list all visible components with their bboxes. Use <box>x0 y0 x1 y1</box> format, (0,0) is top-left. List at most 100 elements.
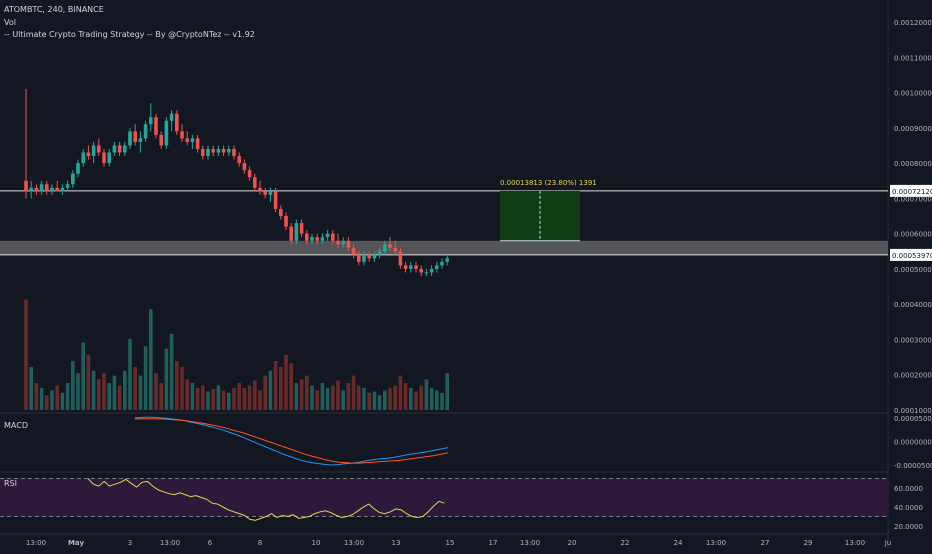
candle-body <box>206 148 210 157</box>
candle-body <box>180 131 184 139</box>
rsi-axis-tick: 20.0000 <box>894 523 923 531</box>
rsi-axis-tick: 40.0000 <box>894 504 923 512</box>
time-axis-tick: 13:00 <box>706 539 726 547</box>
candle-body <box>414 265 418 269</box>
volume-bar <box>247 385 252 410</box>
volume-bar <box>221 390 226 410</box>
candle-body <box>86 152 91 157</box>
volume-bar <box>133 367 137 410</box>
volume-bar <box>45 395 49 410</box>
volume-bar <box>128 338 132 410</box>
candle-body <box>112 145 117 153</box>
candle-body <box>221 148 226 153</box>
volume-bar <box>424 379 429 410</box>
time-axis-tick: 13:00 <box>26 539 46 547</box>
volume-bar <box>216 385 221 410</box>
candle-body <box>195 138 200 149</box>
volume-bar <box>29 367 33 410</box>
candle-body <box>138 138 143 142</box>
candle-body <box>216 148 221 153</box>
candle-body <box>190 138 195 142</box>
volume-bar <box>76 373 80 410</box>
volume-indicator-label: Vol <box>4 18 16 27</box>
time-axis-tick: 3 <box>128 539 132 547</box>
volume-bar <box>377 395 382 410</box>
volume-bar <box>294 382 299 410</box>
volume-bar <box>86 354 91 410</box>
time-axis-tick: 13:00 <box>520 539 540 547</box>
volume-bar <box>315 390 319 410</box>
candle-body <box>237 156 241 164</box>
volume-bar <box>143 346 148 410</box>
volume-bar <box>138 375 143 410</box>
candle-body <box>398 251 403 266</box>
time-axis-tick: 13:00 <box>160 539 180 547</box>
rsi-pane-label: RSI <box>4 479 17 488</box>
volume-bar <box>154 373 158 410</box>
time-axis-tick: 24 <box>674 539 683 547</box>
volume-bar <box>331 385 335 410</box>
volume-bar <box>117 385 122 410</box>
volume-bar <box>175 360 179 410</box>
candle-body <box>320 237 325 241</box>
candle-body <box>325 233 330 238</box>
volume-bar <box>284 354 288 410</box>
volume-bar <box>273 360 278 410</box>
candle-body <box>164 120 169 146</box>
candle-body <box>102 152 106 164</box>
time-axis-tick: 27 <box>761 539 770 547</box>
candle-body <box>117 145 122 153</box>
candle-body <box>336 240 340 245</box>
time-axis-tick: 20 <box>568 539 577 547</box>
candle-body <box>268 191 273 195</box>
candle-body <box>97 145 101 153</box>
candle-body <box>81 152 85 164</box>
time-axis-tick: 13 <box>392 539 401 547</box>
volume-bar <box>237 382 241 410</box>
price-label: 0.00072120 <box>892 188 932 196</box>
candle-body <box>258 187 262 192</box>
volume-bar <box>398 375 403 410</box>
candle-body <box>289 226 293 241</box>
volume-bar <box>65 382 70 410</box>
volume-bar <box>305 375 309 410</box>
volume-bar <box>102 373 106 410</box>
volume-bar <box>393 385 397 410</box>
candle-body <box>34 187 39 192</box>
volume-bar <box>107 382 111 410</box>
candle-body <box>299 223 304 234</box>
candle-body <box>424 272 429 274</box>
volume-bar <box>362 387 366 410</box>
volume-bar <box>206 391 210 410</box>
candle-body <box>383 244 387 252</box>
time-axis-tick: 22 <box>621 539 630 547</box>
volume-bar <box>112 375 117 410</box>
candle-body <box>247 170 252 178</box>
candle-body <box>419 268 423 273</box>
candle-body <box>159 134 163 146</box>
volume-bar <box>429 387 434 410</box>
support-zone <box>0 240 888 255</box>
candle-body <box>429 268 434 273</box>
volume-bar <box>320 382 325 410</box>
time-axis-tick: 17 <box>489 539 498 547</box>
candle-body <box>341 240 345 245</box>
rsi-axis-tick: 60.0000 <box>894 485 923 493</box>
volume-bar <box>159 382 163 410</box>
volume-bar <box>227 392 231 410</box>
time-axis-tick: May <box>68 539 84 547</box>
candle-body <box>39 184 44 192</box>
candle-body <box>435 265 439 269</box>
volume-bar <box>435 390 439 410</box>
volume-bar <box>414 391 418 410</box>
volume-bar <box>336 380 340 410</box>
volume-bar <box>325 387 330 410</box>
volume-bar <box>372 391 377 410</box>
volume-bar <box>253 380 257 410</box>
